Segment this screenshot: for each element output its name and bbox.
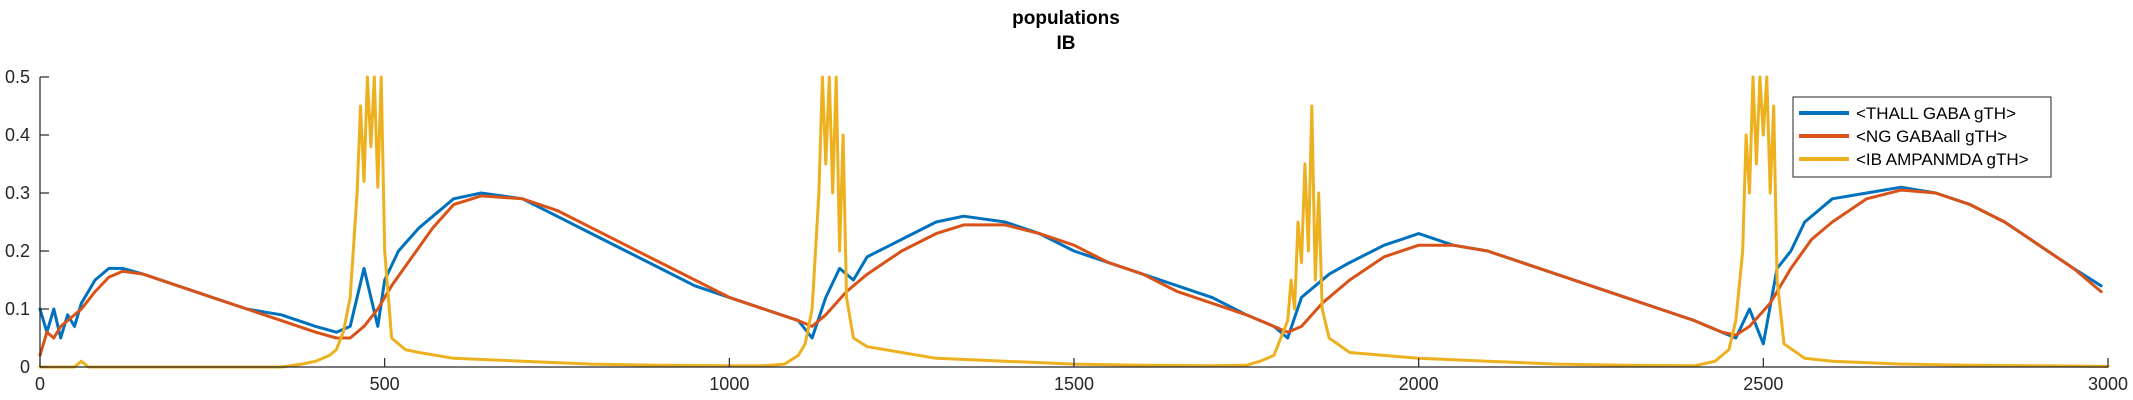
y-tick-label: 0.3: [5, 183, 30, 203]
x-tick-label: 2000: [1399, 374, 1439, 394]
title-line-2: IB: [1057, 33, 1076, 54]
y-tick-label: 0: [20, 357, 30, 377]
x-tick-label: 0: [35, 374, 45, 394]
y-tick-label: 0.2: [5, 241, 30, 261]
y-axis-ticks: 0 0.1 0.2 0.3 0.4 0.5: [5, 67, 49, 377]
chart-title: populations IB: [1012, 8, 1120, 54]
x-tick-label: 500: [370, 374, 400, 394]
title-line-1: populations: [1012, 8, 1120, 29]
plot-area: 0 500 1000 1500 2000 2500 3000 0 0.1 0.2 0.3 0.4 0.…: [5, 67, 2128, 394]
x-tick-label: 2500: [1743, 374, 1783, 394]
legend-label-2: <NG GABAall gTH>: [1856, 127, 2007, 146]
y-tick-label: 0.4: [5, 125, 30, 145]
y-tick-label: 0.5: [5, 67, 30, 87]
legend-label-3: <IB AMPANMDA gTH>: [1856, 150, 2029, 169]
series-line-3: [38, 75, 2110, 369]
legend: <THALL GABA gTH> <NG GABAall gTH> <IB AMPA…: [1792, 96, 2052, 178]
x-tick-label: 1000: [709, 374, 749, 394]
x-axis-ticks: 0 500 1000 1500 2000 2500 3000: [35, 358, 2128, 394]
legend-label-1: <THALL GABA gTH>: [1856, 104, 2016, 123]
y-tick-label: 0.1: [5, 299, 30, 319]
x-tick-label: 3000: [2088, 374, 2128, 394]
legend-entries: <THALL GABA gTH> <NG GABAall gTH> <IB AMPA…: [1799, 104, 2029, 169]
series-line-2: [38, 188, 2103, 357]
series-layer: [38, 75, 2110, 369]
x-tick-label: 1500: [1054, 374, 1094, 394]
